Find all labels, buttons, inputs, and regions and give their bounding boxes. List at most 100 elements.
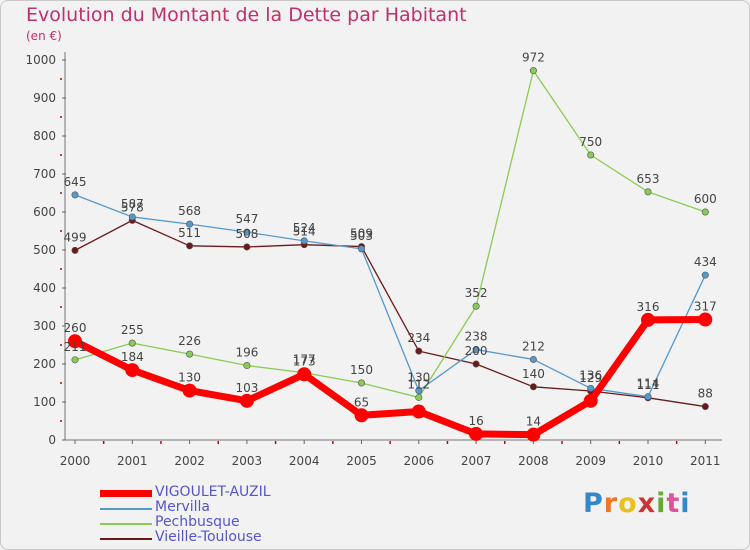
data-label: 234 [407,331,430,345]
data-label: 509 [350,227,373,241]
data-label: 184 [121,350,144,364]
data-point [469,426,484,441]
data-point [239,393,254,408]
y-tick-label: 700 [33,167,56,181]
x-tick-label: 2006 [404,454,435,468]
data-label: 130 [178,371,201,385]
data-label: 434 [694,255,717,269]
data-point [186,220,194,228]
data-label: 600 [694,192,717,206]
data-label: 112 [407,377,430,391]
data-label: 238 [465,330,488,344]
data-point [243,362,251,370]
data-point [701,271,709,279]
x-tick-label: 2003 [232,454,263,468]
data-point [472,346,480,354]
data-point [698,312,713,327]
data-point [68,334,82,349]
data-label: 503 [350,229,373,243]
data-label: 260 [64,321,87,335]
data-point [583,393,598,408]
legend-swatch [100,523,152,525]
data-point [472,302,480,310]
data-label: 16 [468,414,483,428]
data-point [526,427,541,442]
legend-swatch [100,508,152,510]
legend-label: Pechbusque [155,514,240,530]
data-label: 645 [64,175,87,189]
data-label: 150 [350,363,373,377]
x-tick-label: 2000 [60,454,91,468]
data-label: 317 [694,300,717,314]
legend-swatch [100,490,152,497]
series-line-vieille-toulouse [74,219,706,408]
y-tick-label: 1000 [25,53,56,67]
logo-letter: x [637,488,657,519]
data-point [186,350,194,358]
data-label: 499 [64,230,87,244]
data-point [128,213,136,221]
series-line-mervilla [74,194,706,398]
data-label: 547 [235,212,258,226]
legend-label: VIGOULET-AUZIL [155,484,271,500]
y-tick-label: 600 [33,205,56,219]
y-tick-label: 100 [33,395,56,409]
x-tick-label: 2002 [174,454,205,468]
data-label: 103 [235,381,258,395]
data-label: 88 [698,387,713,401]
data-point [357,245,365,253]
y-tick-label: 0 [48,433,56,447]
data-point [300,237,308,245]
data-point [529,383,537,391]
data-label: 196 [235,346,258,360]
data-point [587,384,595,392]
data-label: 255 [121,323,144,337]
data-label: 750 [579,135,602,149]
data-point [71,246,79,254]
data-label: 177 [293,353,316,367]
data-point [411,404,426,419]
data-point [587,151,595,159]
data-point [415,393,423,401]
legend-label: Mervilla [155,499,210,515]
data-label: 14 [526,415,541,429]
logo-letter: i [656,488,667,519]
y-tick-label: 400 [33,281,56,295]
data-point [644,393,652,401]
data-label: 200 [465,344,488,358]
data-label: 587 [121,197,144,211]
data-label: 129 [579,371,602,385]
data-point [182,383,197,398]
data-label: 316 [637,300,660,314]
chart-title: Evolution du Montant de la Dette par Hab… [26,4,467,26]
data-point [641,312,655,327]
x-tick-label: 2009 [575,454,606,468]
data-label: 211 [64,340,87,354]
data-point [128,339,136,347]
data-point [297,367,312,382]
proxiti-logo: Proxiti [583,488,691,519]
data-label: 140 [522,367,545,381]
data-point [357,379,365,387]
y-tick-label: 300 [33,319,56,333]
y-tick-label: 200 [33,357,56,371]
y-tick-label: 500 [33,243,56,257]
data-point [243,228,251,236]
x-tick-label: 2008 [518,454,549,468]
data-point [71,356,79,364]
data-label: 972 [522,51,545,65]
data-point [529,67,537,75]
x-tick-label: 2011 [690,454,721,468]
data-label: 653 [637,172,660,186]
data-point [415,387,423,395]
data-label: 111 [637,378,660,392]
series-line-pechbusque [74,69,706,399]
logo-letter: t [666,488,681,519]
data-point [71,191,79,199]
data-point [243,243,251,251]
y-tick-label: 900 [33,91,56,105]
data-label: 514 [293,225,316,239]
data-point [701,403,709,411]
